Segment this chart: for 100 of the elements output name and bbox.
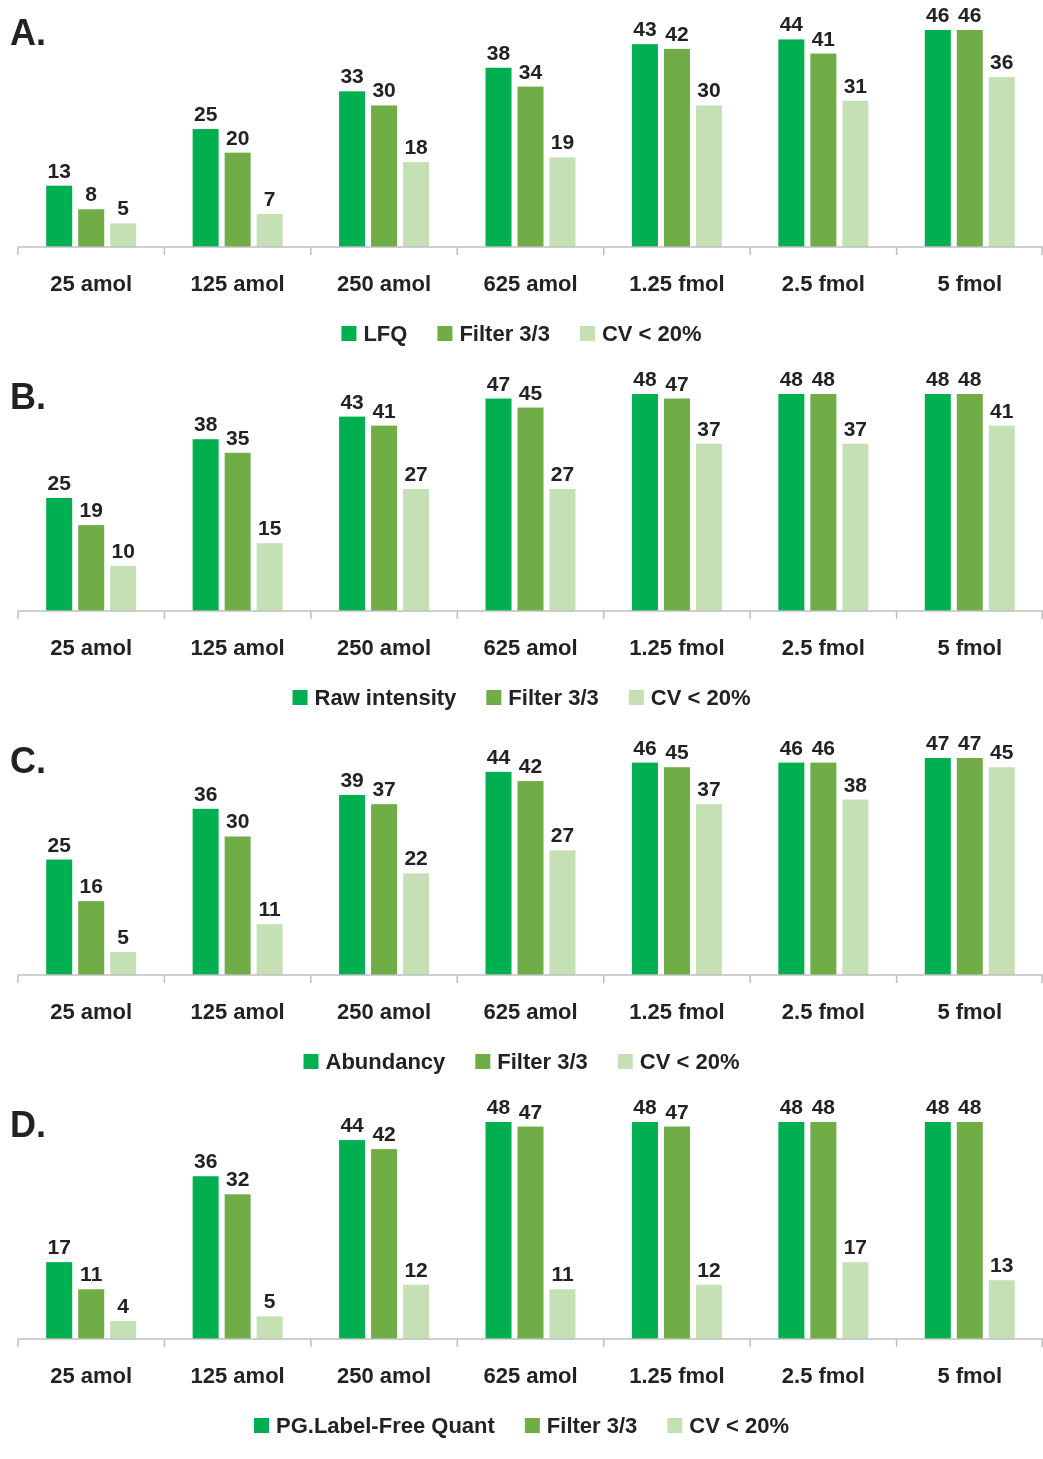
legend-label: Abundancy	[325, 1049, 447, 1074]
x-tick-label: 25 amol	[50, 635, 133, 660]
data-label: 27	[404, 461, 428, 485]
data-label: 41	[990, 398, 1014, 422]
legend-label: Filter 3/3	[459, 321, 550, 346]
x-tick-label: 2.5 fmol	[781, 271, 865, 296]
bar	[663, 767, 690, 975]
bar	[256, 924, 283, 975]
bar	[695, 443, 722, 611]
data-label: 37	[697, 777, 721, 801]
data-label: 5	[117, 196, 130, 220]
data-label: 48	[779, 367, 804, 390]
bar	[403, 1284, 430, 1339]
data-label: 11	[80, 1262, 103, 1286]
data-label: 47	[665, 1099, 689, 1123]
data-label: 48	[779, 1095, 804, 1118]
x-tick-label: 250 amol	[336, 271, 432, 296]
bar	[371, 804, 398, 975]
bar	[956, 1122, 983, 1339]
bar	[224, 152, 251, 247]
data-label: 46	[633, 735, 657, 759]
data-label: 47	[486, 371, 511, 395]
data-label: 44	[340, 1113, 365, 1137]
data-label: 12	[404, 1257, 428, 1281]
bar	[110, 223, 137, 247]
bar	[224, 836, 251, 975]
data-label: 8	[85, 182, 98, 206]
bar	[110, 565, 137, 611]
x-tick-label: 1.25 fmol	[629, 1363, 725, 1388]
bar	[46, 1262, 73, 1339]
data-label: 5	[263, 1289, 276, 1313]
x-tick-label: 1.25 fmol	[629, 999, 725, 1024]
data-label: 25	[193, 102, 218, 126]
data-label: 13	[990, 1253, 1014, 1277]
data-label: 43	[340, 389, 364, 413]
bar	[810, 394, 837, 611]
bar	[810, 1122, 837, 1339]
bar	[778, 39, 805, 247]
data-label: 5	[117, 924, 130, 948]
bar	[371, 1149, 398, 1339]
data-label: 30	[697, 78, 721, 102]
legend-label: Raw intensity	[314, 685, 458, 710]
bar	[517, 86, 544, 247]
data-label: 11	[258, 897, 282, 921]
bar	[256, 213, 283, 247]
data-label: 48	[811, 1095, 836, 1118]
bar	[778, 1122, 805, 1339]
x-tick-label: 5 fmol	[937, 635, 1003, 660]
data-label: 38	[843, 772, 868, 796]
bar	[956, 30, 983, 247]
data-label: 48	[958, 367, 982, 390]
bar	[371, 105, 398, 247]
chart-title: B.	[10, 376, 46, 417]
data-label: 31	[843, 73, 868, 97]
x-tick-label: 250 amol	[336, 999, 432, 1024]
data-label: 34	[518, 59, 543, 83]
data-label: 41	[372, 398, 397, 422]
bar	[695, 804, 722, 975]
x-tick-label: 25 amol	[50, 271, 133, 296]
bar	[924, 394, 951, 611]
x-tick-label: 5 fmol	[937, 999, 1003, 1024]
data-label: 44	[486, 744, 511, 768]
bar	[631, 44, 658, 247]
bar	[192, 1176, 219, 1339]
bar	[339, 1140, 366, 1339]
data-label: 46	[779, 735, 804, 759]
bar	[663, 1126, 690, 1339]
legend-label: Filter 3/3	[508, 685, 599, 710]
data-label: 16	[79, 874, 103, 898]
x-tick-label: 125 amol	[190, 635, 285, 660]
data-label: 42	[372, 1122, 396, 1146]
bar	[517, 781, 544, 975]
bar	[78, 209, 105, 247]
bar	[192, 129, 219, 247]
data-label: 46	[926, 3, 950, 26]
x-tick-label: 5 fmol	[937, 1363, 1003, 1388]
data-label: 30	[225, 809, 250, 833]
x-tick-label: 625 amol	[483, 1363, 578, 1388]
data-label: 19	[79, 498, 103, 522]
data-label: 4	[117, 1293, 130, 1317]
bar	[778, 394, 805, 611]
bar	[695, 1284, 722, 1339]
data-label: 47	[518, 1099, 543, 1123]
legend-label: Filter 3/3	[546, 1413, 638, 1438]
x-tick-label: 250 amol	[336, 635, 432, 660]
data-label: 48	[811, 367, 836, 390]
legend-label: CV < 20%	[689, 1413, 789, 1438]
bar	[485, 398, 512, 611]
bar	[549, 157, 576, 247]
bar	[988, 425, 1015, 611]
x-tick-label: 125 amol	[190, 271, 285, 296]
bar	[956, 758, 983, 975]
bar	[549, 1289, 576, 1339]
x-tick-label: 125 amol	[190, 999, 285, 1024]
bar	[988, 1280, 1015, 1339]
data-label: 37	[372, 777, 396, 801]
data-label: 11	[551, 1262, 574, 1286]
data-label: 13	[47, 158, 71, 182]
data-label: 48	[958, 1095, 982, 1118]
data-label: 36	[193, 781, 218, 805]
